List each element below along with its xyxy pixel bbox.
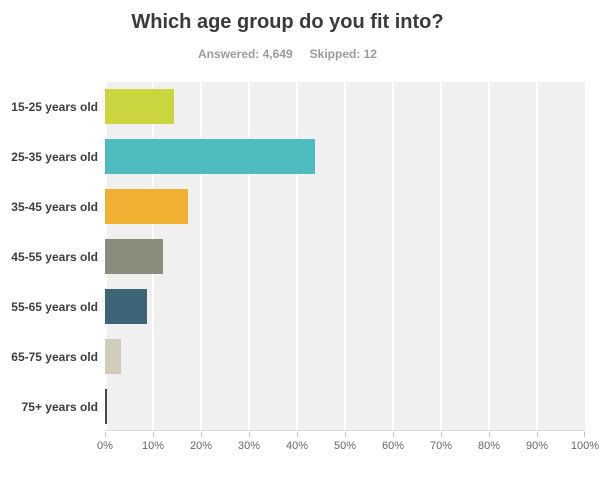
gridline	[392, 82, 394, 430]
category-label: 45-55 years old	[11, 250, 98, 264]
category-label: 15-25 years old	[11, 100, 98, 114]
skipped-count: Skipped: 12	[309, 47, 378, 61]
axis-tick	[153, 432, 154, 437]
gridline	[200, 82, 202, 430]
axis-tick-label: 0%	[97, 440, 113, 452]
gridline	[440, 82, 442, 430]
axis-tick	[249, 432, 250, 437]
x-axis: 0% 10% 20% 30% 40% 50% 60% 70% 80% 90% 100%	[97, 432, 599, 458]
bar-chart: 15-25 years old 25-35 years old 35-45 year…	[0, 82, 609, 462]
category-label: 55-65 years old	[11, 300, 98, 314]
axis-tick	[441, 432, 442, 437]
bar[interactable]	[105, 239, 164, 274]
bar[interactable]	[105, 289, 148, 324]
category-labels: 15-25 years old 25-35 years old 35-45 year…	[0, 82, 98, 431]
axis-tick	[584, 432, 585, 437]
bar[interactable]	[105, 139, 316, 174]
chart-header: Which age group do you fit into? Answere…	[0, 0, 609, 61]
answered-count: Answered: 4,649	[197, 47, 293, 61]
axis-tick	[393, 432, 394, 437]
category-label: 65-75 years old	[11, 350, 98, 364]
axis-tick-label: 50%	[333, 440, 357, 452]
axis-tick-label: 70%	[429, 440, 453, 452]
gridline	[296, 82, 298, 430]
axis-tick-label: 60%	[381, 440, 405, 452]
bar[interactable]	[105, 389, 107, 424]
axis-tick-label: 90%	[525, 440, 549, 452]
bar[interactable]	[105, 89, 175, 124]
gridline	[536, 82, 538, 430]
category-label: 35-45 years old	[11, 200, 98, 214]
axis-tick-label: 20%	[189, 440, 213, 452]
axis-tick	[201, 432, 202, 437]
gridline	[488, 82, 490, 430]
bar[interactable]	[105, 189, 189, 224]
chart-subtitle: Answered: 4,649 Skipped: 12	[0, 47, 575, 61]
bars-layer	[105, 82, 585, 431]
axis-tick	[345, 432, 346, 437]
category-label: 25-35 years old	[11, 150, 98, 164]
axis-tick-label: 40%	[285, 440, 309, 452]
axis-tick-label: 100%	[570, 440, 600, 452]
gridline	[248, 82, 250, 430]
axis-tick	[489, 432, 490, 437]
axis-tick	[537, 432, 538, 437]
axis-tick-label: 80%	[477, 440, 501, 452]
bar[interactable]	[105, 339, 121, 374]
axis-tick-label: 30%	[237, 440, 261, 452]
gridline	[344, 82, 346, 430]
page-title: Which age group do you fit into?	[131, 11, 444, 33]
axis-tick	[297, 432, 298, 437]
category-label: 75+ years old	[21, 400, 98, 414]
axis-tick-label: 10%	[141, 440, 165, 452]
axis-tick	[105, 432, 106, 437]
